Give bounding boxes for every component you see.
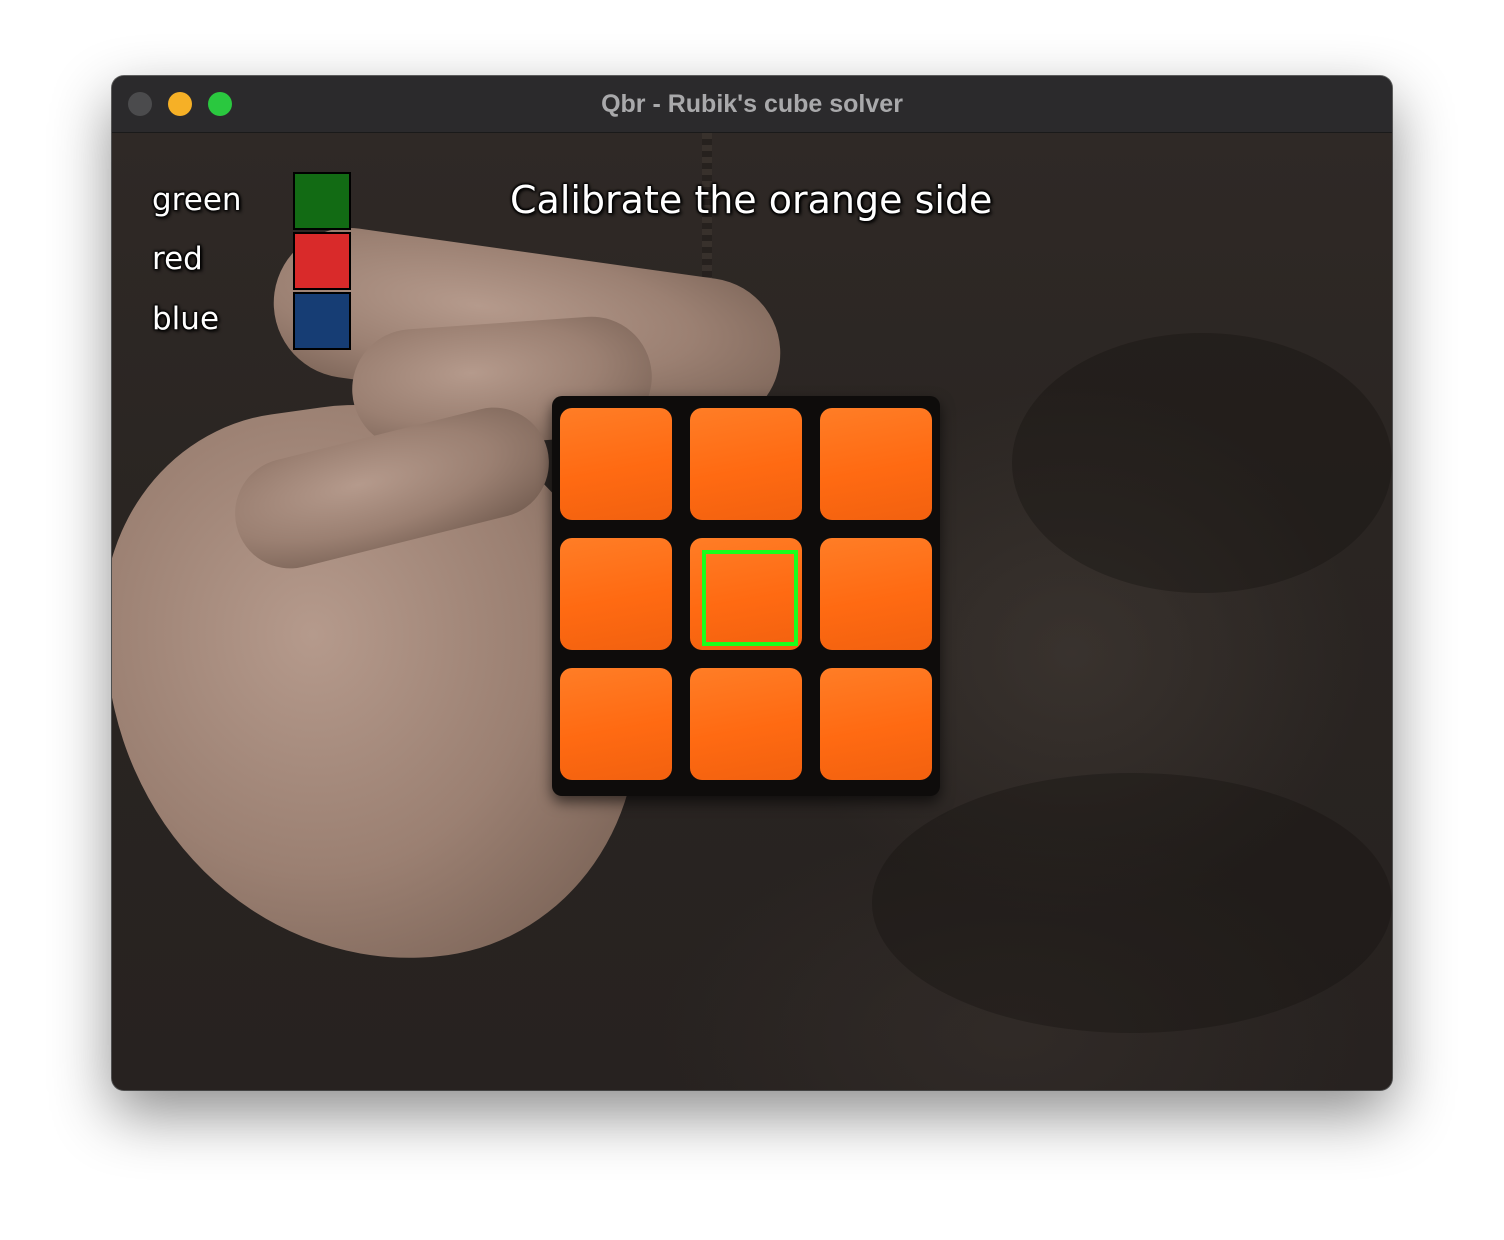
cube-sticker-orange xyxy=(820,408,932,520)
legend-label-green: green xyxy=(152,182,242,218)
legend-label-blue: blue xyxy=(152,301,220,337)
legend-swatch-blue xyxy=(293,292,351,350)
cube-sticker-orange xyxy=(820,538,932,650)
title-bar: Qbr - Rubik's cube solver xyxy=(112,76,1392,133)
cube-sticker-orange xyxy=(560,668,672,780)
cube-sticker-orange xyxy=(560,538,672,650)
hoodie-fold xyxy=(1012,333,1392,593)
calibration-target-box xyxy=(702,550,798,646)
app-window: Qbr - Rubik's cube solver green red blue… xyxy=(112,76,1392,1090)
minimize-window-button[interactable] xyxy=(168,92,192,116)
cube-sticker-orange xyxy=(560,408,672,520)
camera-feed: green red blue Calibrate the orange side xyxy=(112,133,1392,1090)
cube-sticker-orange xyxy=(690,668,802,780)
close-window-button[interactable] xyxy=(128,92,152,116)
legend-label-red: red xyxy=(152,241,203,277)
hoodie-zipper xyxy=(702,133,712,303)
calibration-instruction: Calibrate the orange side xyxy=(510,178,993,222)
legend-swatch-green xyxy=(293,172,351,230)
rubiks-cube-face xyxy=(552,396,940,796)
legend-swatch-red xyxy=(293,232,351,290)
cube-sticker-orange xyxy=(690,408,802,520)
window-title: Qbr - Rubik's cube solver xyxy=(601,90,903,118)
cube-sticker-orange xyxy=(690,538,802,650)
maximize-window-button[interactable] xyxy=(208,92,232,116)
cube-sticker-orange xyxy=(820,668,932,780)
hoodie-fold xyxy=(872,773,1392,1033)
